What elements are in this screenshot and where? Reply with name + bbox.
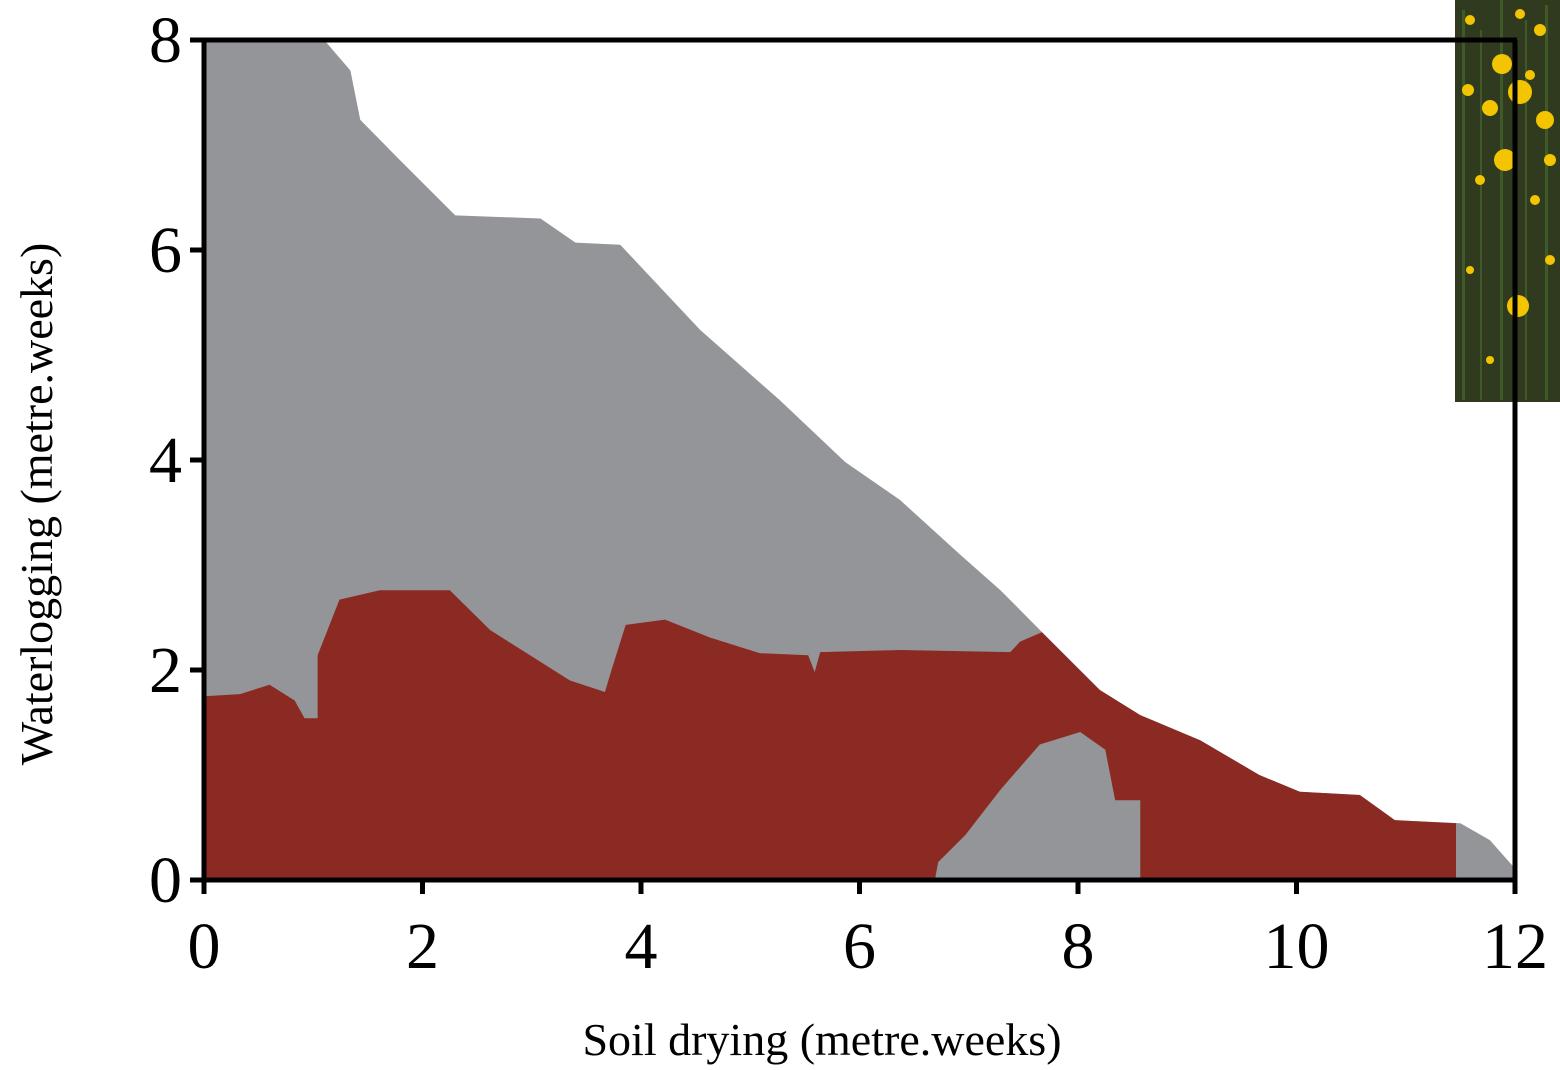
x-tick-label: 12 [1482,910,1548,983]
x-tick-label: 8 [1062,910,1095,983]
y-axis-label: Waterlogging (metre.weeks) [11,243,62,766]
y-tick-label: 8 [149,4,182,77]
x-tick-label: 0 [188,910,221,983]
y-tick-label: 2 [149,634,182,707]
x-axis-label: Soil drying (metre.weeks) [582,1014,1061,1065]
area [934,731,1141,880]
y-tick-label: 4 [149,424,182,497]
plot-area [204,40,1515,880]
x-tick-label: 6 [843,910,876,983]
x-tick-label: 4 [625,910,658,983]
x-tick-label: 2 [406,910,439,983]
x-tick-label: 10 [1264,910,1330,983]
y-tick-label: 6 [149,214,182,287]
y-tick-label: 0 [149,844,182,917]
area [204,590,1457,880]
photo-inset [1455,0,1560,402]
photo-foliage [1462,0,1548,400]
